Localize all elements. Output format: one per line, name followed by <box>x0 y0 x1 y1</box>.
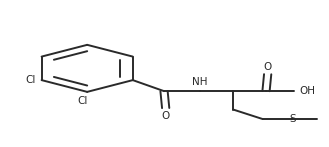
Text: O: O <box>264 62 272 72</box>
Text: O: O <box>162 111 170 121</box>
Text: Cl: Cl <box>77 96 88 106</box>
Text: S: S <box>289 114 296 124</box>
Text: Cl: Cl <box>25 75 36 85</box>
Text: OH: OH <box>299 86 315 96</box>
Text: NH: NH <box>192 77 208 87</box>
